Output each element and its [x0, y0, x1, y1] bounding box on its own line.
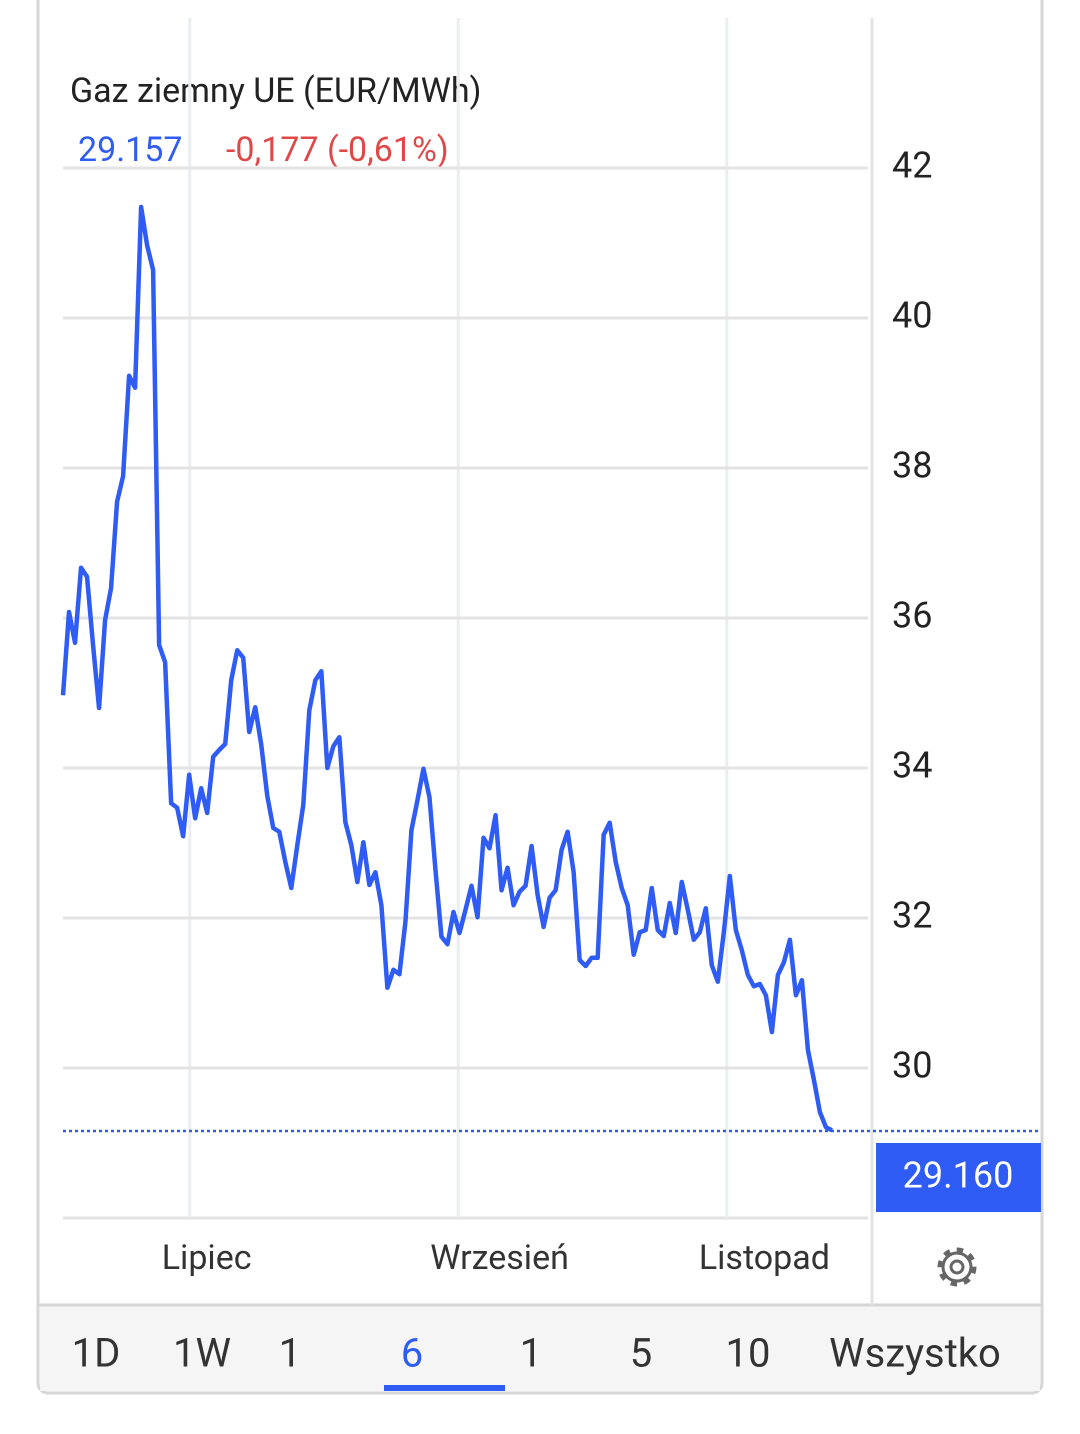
y-tick-label: 36	[892, 595, 932, 637]
last-price-label: 29.160	[903, 1155, 1014, 1197]
range-button[interactable]: 6	[401, 1330, 423, 1377]
x-tick-label: Lipiec	[162, 1238, 252, 1278]
x-tick-label: Listopad	[699, 1238, 830, 1278]
range-button[interactable]: 10	[726, 1330, 771, 1377]
price-line	[60, 204, 833, 1133]
last-value: 29.157	[78, 130, 183, 170]
settings-icon[interactable]	[937, 1247, 977, 1287]
y-tick-label: 40	[892, 295, 932, 337]
y-tick-label: 34	[892, 745, 932, 787]
range-underline	[384, 1385, 505, 1391]
range-button[interactable]: 5	[630, 1330, 652, 1377]
range-button[interactable]: 1	[520, 1330, 542, 1377]
y-tick-label: 42	[892, 145, 932, 187]
chart-title: Gaz ziemny UE (EUR/MWh)	[70, 71, 481, 111]
y-tick-label: 30	[892, 1045, 932, 1087]
change: -0,177 (-0,61%)	[226, 130, 449, 170]
x-tick-label: Wrzesień	[430, 1238, 569, 1278]
y-tick-label: 38	[892, 445, 932, 487]
range-button[interactable]: Wszystko	[829, 1330, 1001, 1377]
range-button[interactable]: 1D	[72, 1330, 121, 1377]
frame	[36, 0, 1044, 1395]
range-button[interactable]: 1	[279, 1330, 301, 1377]
y-tick-label: 32	[892, 895, 932, 937]
range-button[interactable]: 1W	[173, 1330, 231, 1377]
last-price-tag	[876, 1143, 1041, 1212]
range-bar	[40, 1305, 1040, 1391]
